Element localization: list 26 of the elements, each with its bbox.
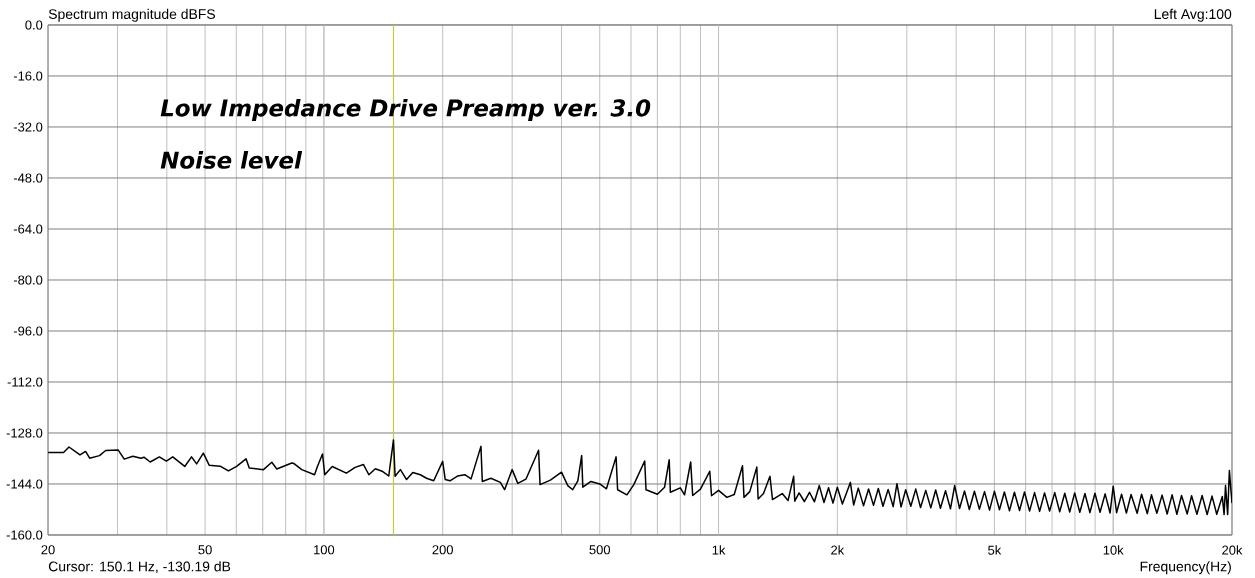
y-tick-label: -128.0 — [6, 428, 43, 438]
y-tick-label: -96.0 — [13, 326, 43, 336]
y-tick-label: -16.0 — [13, 71, 43, 81]
x-tick-label: 20k — [1222, 545, 1243, 555]
y-tick-label: -112.0 — [7, 377, 43, 387]
x-tick-label: 200 — [432, 545, 453, 555]
y-tick-label: -160.0 — [6, 530, 43, 540]
y-tick-label: -32.0 — [13, 122, 43, 132]
x-tick-label: 20 — [41, 545, 55, 555]
y-tick-label: -80.0 — [13, 275, 43, 285]
x-tick-label: 5k — [988, 545, 1002, 555]
x-tick-label: 1k — [712, 545, 726, 555]
text: Left Avg:100 — [1154, 8, 1232, 22]
x-tick-label: 50 — [198, 545, 212, 555]
x-tick-label: 10k — [1103, 545, 1124, 555]
x-tick-label: 2k — [831, 545, 845, 555]
x-tick-label: 100 — [314, 545, 335, 555]
y-axis-title: Spectrum magnitude dBFS — [48, 8, 216, 22]
y-tick-label: -144.0 — [6, 479, 43, 489]
text: Cursor: 150.1 Hz, -130.19 dB — [48, 561, 231, 574]
y-tick-label: 0.0 — [25, 20, 43, 30]
x-axis-title: Frequency(Hz) — [1140, 561, 1231, 575]
y-tick-label: -48.0 — [13, 173, 43, 183]
y-tick-label: -64.0 — [13, 224, 43, 234]
text: Noise level — [160, 151, 303, 169]
x-tick-label: 500 — [589, 545, 611, 555]
